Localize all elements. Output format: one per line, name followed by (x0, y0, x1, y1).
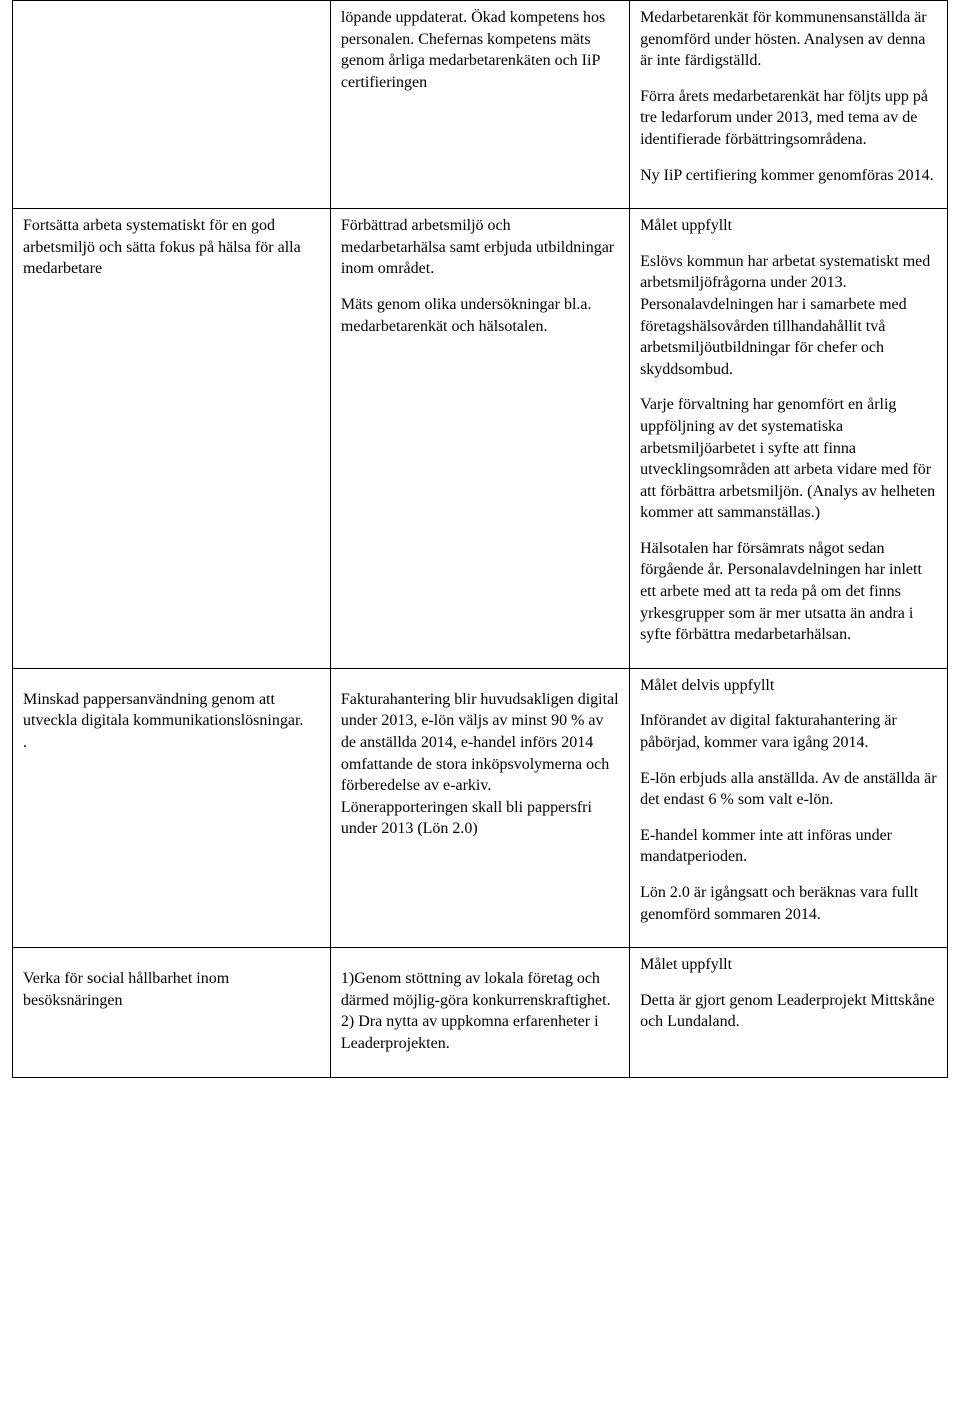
text: E-lön erbjuds alla anställda. Av de anst… (640, 768, 937, 811)
page: löpande uppdaterat. Ökad kompetens hos p… (0, 0, 960, 1078)
text: Förra årets medarbetarenkät har följts u… (640, 86, 937, 151)
cell-measure: 1)Genom stöttning av lokala företag och … (330, 948, 629, 1077)
cell-result: Målet delvis uppfyllt Införandet av digi… (630, 668, 948, 947)
text: Lön 2.0 är igångsatt och beräknas vara f… (640, 882, 937, 925)
cell-result: Medarbetarenkät för kommunensanställda ä… (630, 1, 948, 209)
text: Verka för social hållbarhet inom besöksn… (23, 968, 320, 1011)
text: E-handel kommer inte att införas under m… (640, 825, 937, 868)
text: Införandet av digital fakturahantering ä… (640, 710, 937, 753)
cell-goal: Fortsätta arbeta systematiskt för en god… (13, 209, 331, 669)
table-body: löpande uppdaterat. Ökad kompetens hos p… (13, 1, 948, 1078)
text: Målet delvis uppfyllt (640, 675, 937, 697)
cell-goal: Minskad pappersanvändning genom att utve… (13, 668, 331, 947)
cell-goal: Verka för social hållbarhet inom besöksn… (13, 948, 331, 1077)
table-row: Minskad pappersanvändning genom att utve… (13, 668, 948, 947)
cell-measure: löpande uppdaterat. Ökad kompetens hos p… (330, 1, 629, 209)
text: Förbättrad arbetsmiljö och medarbetarhäl… (341, 215, 619, 280)
text: Målet uppfyllt (640, 215, 937, 237)
text: Ny IiP certifiering kommer genomföras 20… (640, 165, 937, 187)
cell-result: Målet uppfyllt Detta är gjort genom Lead… (630, 948, 948, 1077)
goals-table: löpande uppdaterat. Ökad kompetens hos p… (12, 0, 948, 1078)
cell-measure: Fakturahantering blir huvudsakligen digi… (330, 668, 629, 947)
text: Medarbetarenkät för kommunensanställda ä… (640, 7, 937, 72)
text: Fakturahantering blir huvudsakligen digi… (341, 689, 619, 840)
cell-goal (13, 1, 331, 209)
text: 1)Genom stöttning av lokala företag och … (341, 968, 619, 1054)
text: Hälsotalen har försämrats något sedan fö… (640, 538, 937, 646)
text: Varje förvaltning har genomfört en årlig… (640, 394, 937, 524)
text: Detta är gjort genom Leaderprojekt Mitts… (640, 990, 937, 1033)
text: löpande uppdaterat. Ökad kompetens hos p… (341, 7, 619, 93)
table-row: Fortsätta arbeta systematiskt för en god… (13, 209, 948, 669)
table-row: Verka för social hållbarhet inom besöksn… (13, 948, 948, 1077)
text: Eslövs kommun har arbetat systematiskt m… (640, 251, 937, 381)
table-row: löpande uppdaterat. Ökad kompetens hos p… (13, 1, 948, 209)
text: Målet uppfyllt (640, 954, 937, 976)
cell-measure: Förbättrad arbetsmiljö och medarbetarhäl… (330, 209, 629, 669)
text: Fortsätta arbeta systematiskt för en god… (23, 215, 320, 280)
cell-result: Målet uppfyllt Eslövs kommun har arbetat… (630, 209, 948, 669)
text: Mäts genom olika undersökningar bl.a. me… (341, 294, 619, 337)
text: Minskad pappersanvändning genom att utve… (23, 689, 320, 754)
